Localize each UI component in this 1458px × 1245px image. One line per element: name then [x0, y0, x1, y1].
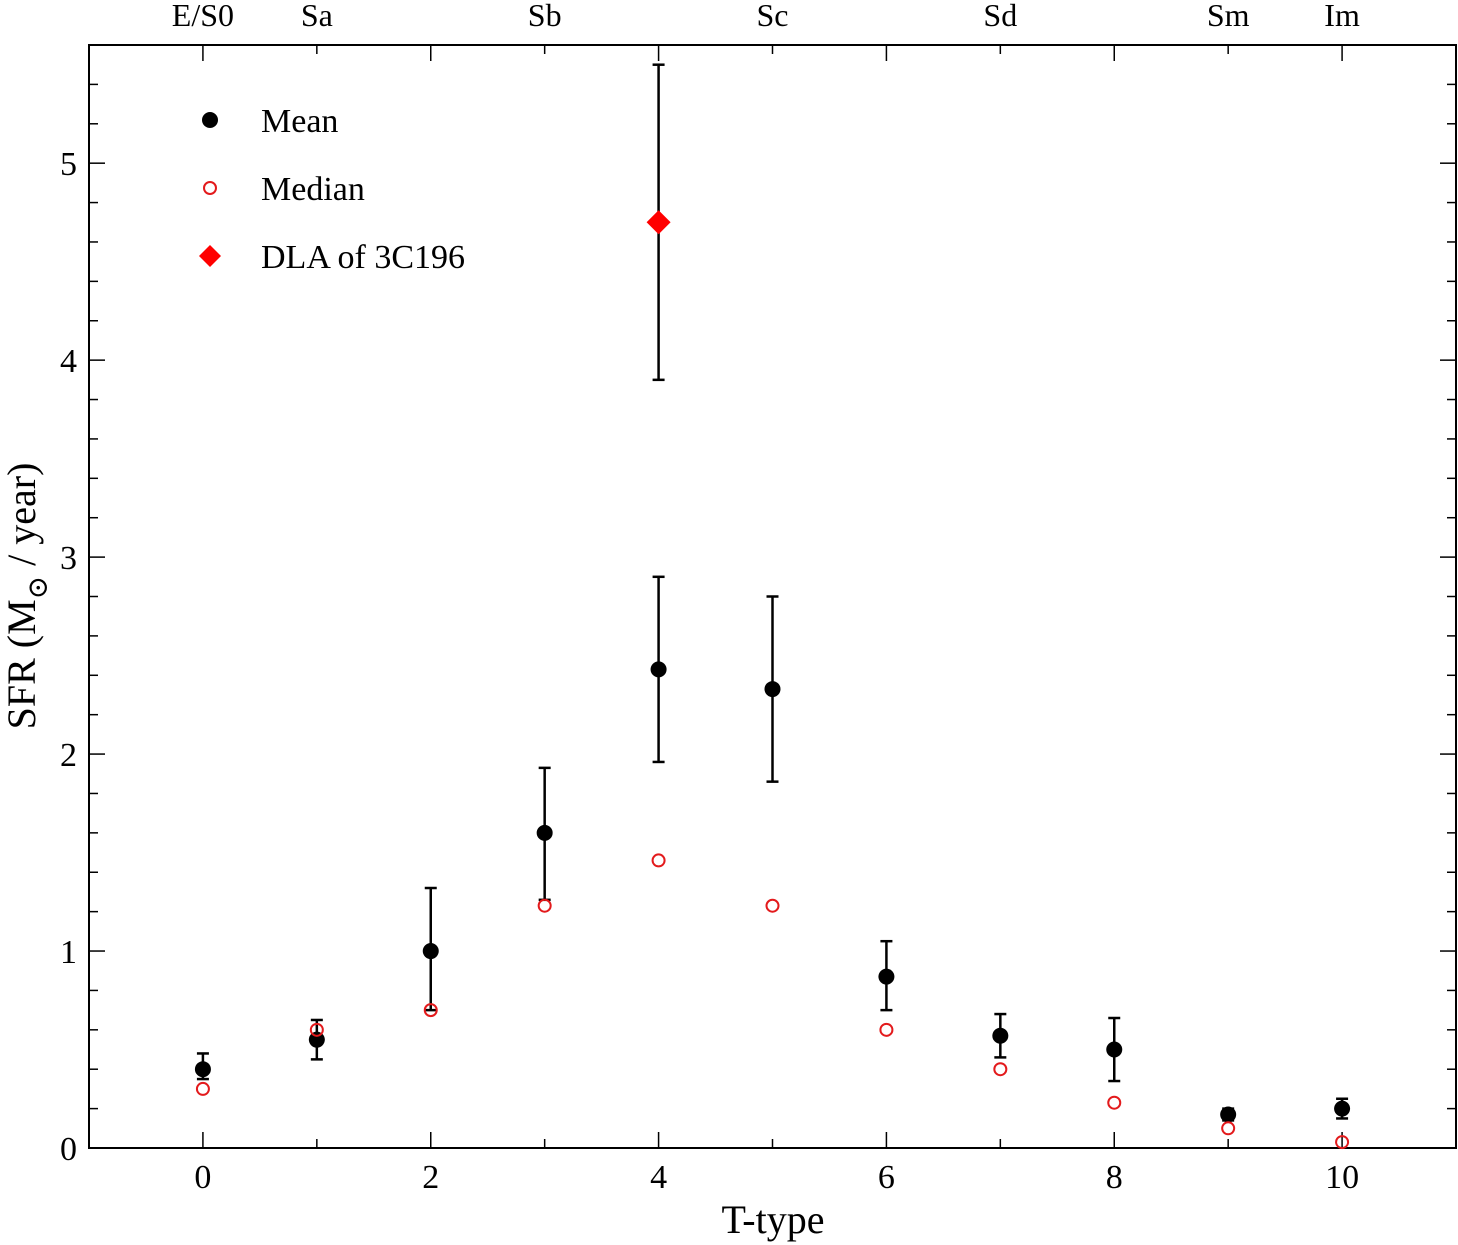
median-point	[1107, 1095, 1122, 1110]
mean-point	[422, 943, 439, 960]
x-tick-label: 8	[1106, 1159, 1123, 1196]
mean-point	[650, 661, 667, 678]
top-axis-label: E/S0	[172, 0, 234, 33]
y-tick-label: 1	[60, 934, 77, 971]
top-axis-label: Sm	[1207, 0, 1250, 33]
top-axis: E/S0 Sa Sb Sc Sd Sm Im	[172, 0, 1360, 33]
y-tick-label: 5	[60, 146, 77, 183]
y-axis-title-main: SFR (M	[0, 599, 44, 729]
y-axis-title: SFR (M⊙ / year)	[0, 463, 54, 730]
top-axis-label: Sb	[528, 0, 562, 33]
legend-label: DLA of 3C196	[261, 239, 465, 276]
y-tick-label: 3	[60, 540, 77, 577]
median-point	[1221, 1121, 1236, 1136]
mean-point	[194, 1061, 211, 1078]
median-point	[765, 898, 780, 913]
median-point	[195, 1081, 210, 1096]
median-point	[879, 1022, 894, 1037]
mean-point	[1106, 1041, 1123, 1058]
y-axis: 0 1 2 3 4 5	[60, 44, 1456, 1168]
median-point	[537, 898, 552, 913]
legend-marker	[203, 181, 217, 195]
x-tick-label: 2	[422, 1159, 439, 1196]
median-point	[993, 1062, 1008, 1077]
legend-marker	[202, 112, 218, 128]
legend-label: Mean	[261, 103, 338, 140]
y-tick-label: 2	[60, 737, 77, 774]
x-tick-label: 10	[1325, 1159, 1359, 1196]
mean-point	[536, 824, 553, 841]
median-point	[1335, 1135, 1350, 1150]
mean-point	[308, 1031, 325, 1048]
legend-label: Median	[261, 171, 365, 208]
x-tick-label: 0	[194, 1159, 211, 1196]
dla-of-3c196-point	[646, 210, 671, 235]
y-axis-title-tail: / year)	[0, 463, 44, 576]
legend: Mean Median DLA of 3C196	[199, 103, 465, 276]
median-point	[423, 1003, 438, 1018]
top-axis-label: Sc	[757, 0, 789, 33]
sun-symbol: ⊙	[23, 576, 54, 599]
top-axis-label: Sd	[983, 0, 1017, 33]
x-axis: 0 2 4 6 8 10	[88, 45, 1457, 1196]
mean-point	[764, 681, 781, 698]
y-tick-label: 0	[60, 1131, 77, 1168]
x-tick-label: 6	[878, 1159, 895, 1196]
plot-area	[194, 63, 1351, 1150]
median-point	[651, 853, 666, 868]
mean-point	[1334, 1100, 1351, 1117]
y-tick-label: 4	[60, 343, 77, 380]
mean-point	[1220, 1106, 1237, 1123]
legend-marker	[199, 245, 221, 267]
mean-point	[878, 968, 895, 985]
median-point	[309, 1022, 324, 1037]
top-axis-label: Im	[1324, 0, 1360, 33]
x-axis-title: T-type	[722, 1197, 825, 1242]
x-tick-label: 4	[650, 1159, 667, 1196]
top-axis-label: Sa	[301, 0, 333, 33]
mean-point	[992, 1027, 1009, 1044]
